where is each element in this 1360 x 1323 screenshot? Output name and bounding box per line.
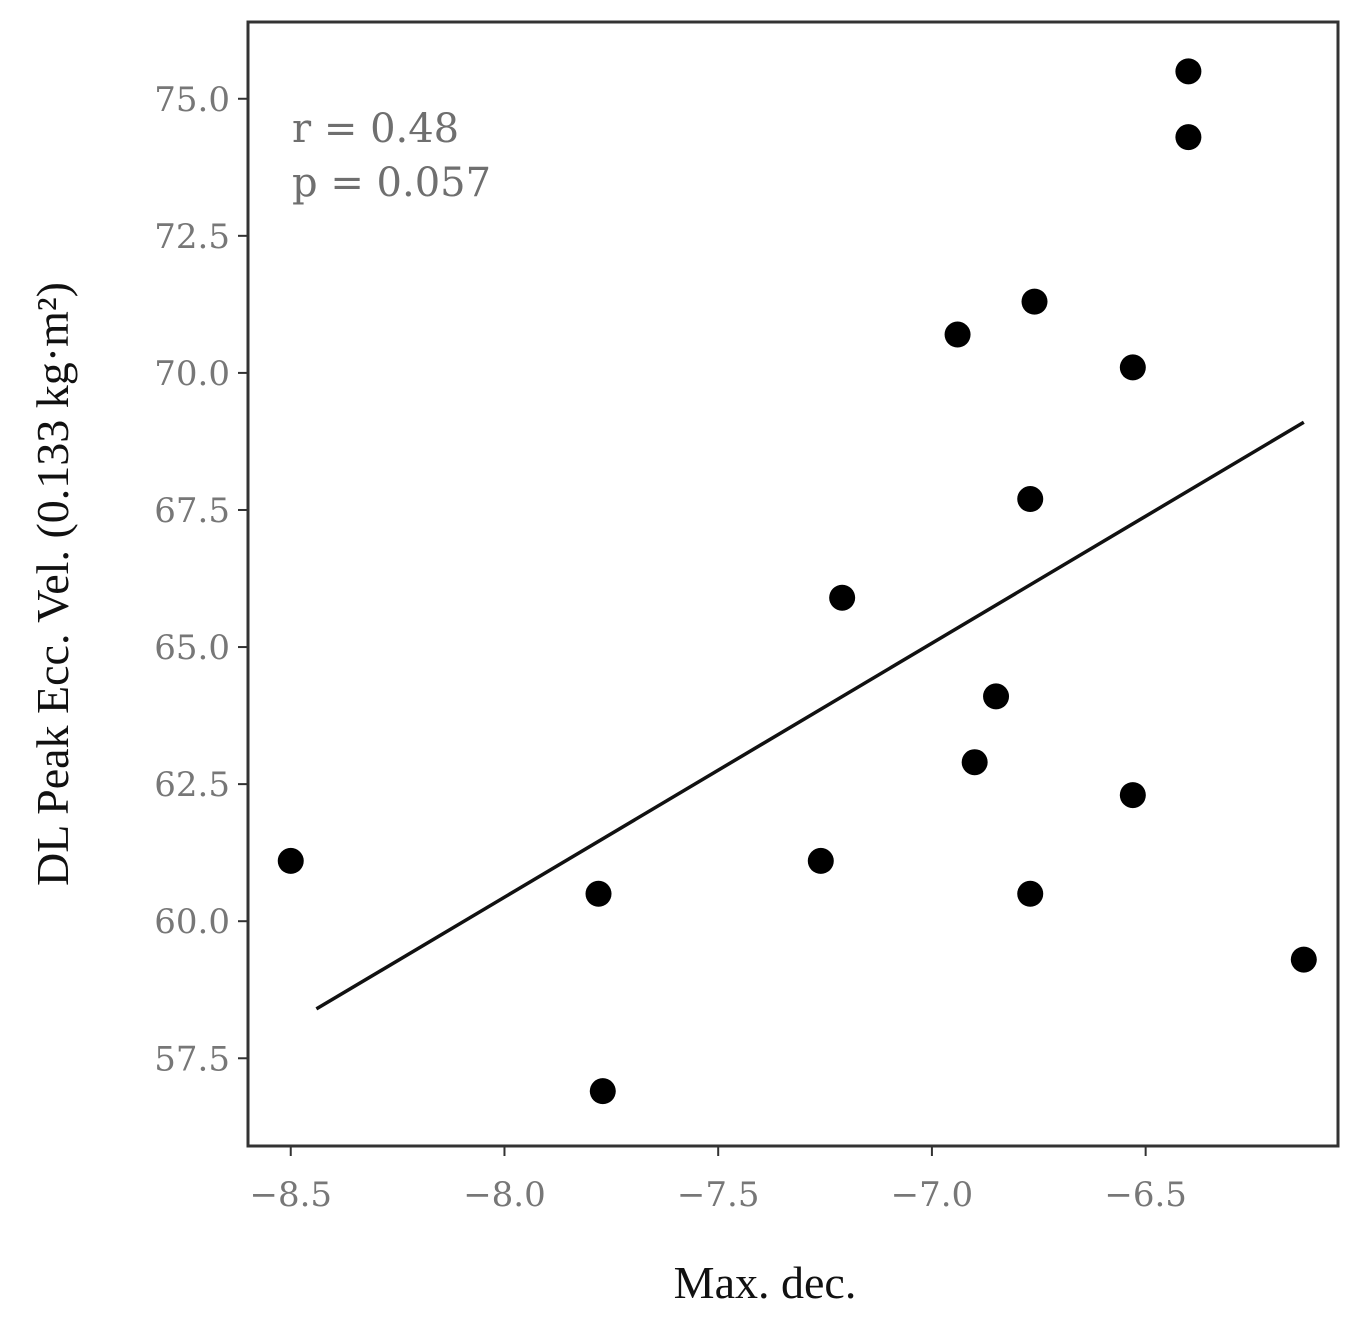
data-point: [983, 683, 1010, 710]
axis-ticks: −8.5 −8.0 −7.5 −7.0 −6.5 57.5 60.0 62.5 65.0 67.5…: [154, 80, 1187, 1215]
regression-line-layer: [315, 420, 1305, 1011]
y-tick-label: 67.5: [154, 491, 230, 531]
data-point: [1175, 58, 1202, 85]
data-point: [1119, 782, 1146, 809]
data-point: [1021, 288, 1048, 315]
data-point: [961, 749, 988, 776]
data-point: [829, 584, 856, 611]
annotation-p: p = 0.057: [292, 160, 491, 206]
x-tick-label: −8.5: [249, 1175, 332, 1215]
regression-line: [315, 420, 1305, 1011]
plot-area-frame: [246, 20, 1340, 1148]
y-tick-label: 75.0: [154, 80, 230, 120]
y-tick-label: 62.5: [154, 765, 230, 805]
x-tick-label: −6.5: [1104, 1175, 1187, 1215]
data-point: [944, 321, 971, 348]
data-point: [807, 847, 834, 874]
data-point: [277, 847, 304, 874]
stats-annotation: r = 0.48 p = 0.057: [292, 106, 491, 206]
annotation-r: r = 0.48: [292, 106, 459, 152]
data-point: [585, 880, 612, 907]
data-points: [277, 58, 1317, 1105]
y-tick-label: 65.0: [154, 628, 230, 668]
y-tick-label: 57.5: [154, 1039, 230, 1079]
x-axis-title: Max. dec.: [674, 1257, 857, 1308]
data-point: [1290, 946, 1317, 973]
y-tick-label: 70.0: [154, 354, 230, 394]
x-tick-label: −7.5: [677, 1175, 760, 1215]
data-point: [1017, 880, 1044, 907]
data-point: [1119, 354, 1146, 381]
y-tick-label: 72.5: [154, 217, 230, 257]
data-point: [1017, 486, 1044, 513]
y-tick-label: 60.0: [154, 902, 230, 942]
x-tick-label: −8.0: [463, 1175, 546, 1215]
data-point: [589, 1078, 616, 1105]
y-axis-title: DL Peak Ecc. Vel. (0.133 kg·m²): [27, 282, 78, 886]
data-point: [1175, 124, 1202, 151]
x-tick-label: −7.0: [891, 1175, 974, 1215]
